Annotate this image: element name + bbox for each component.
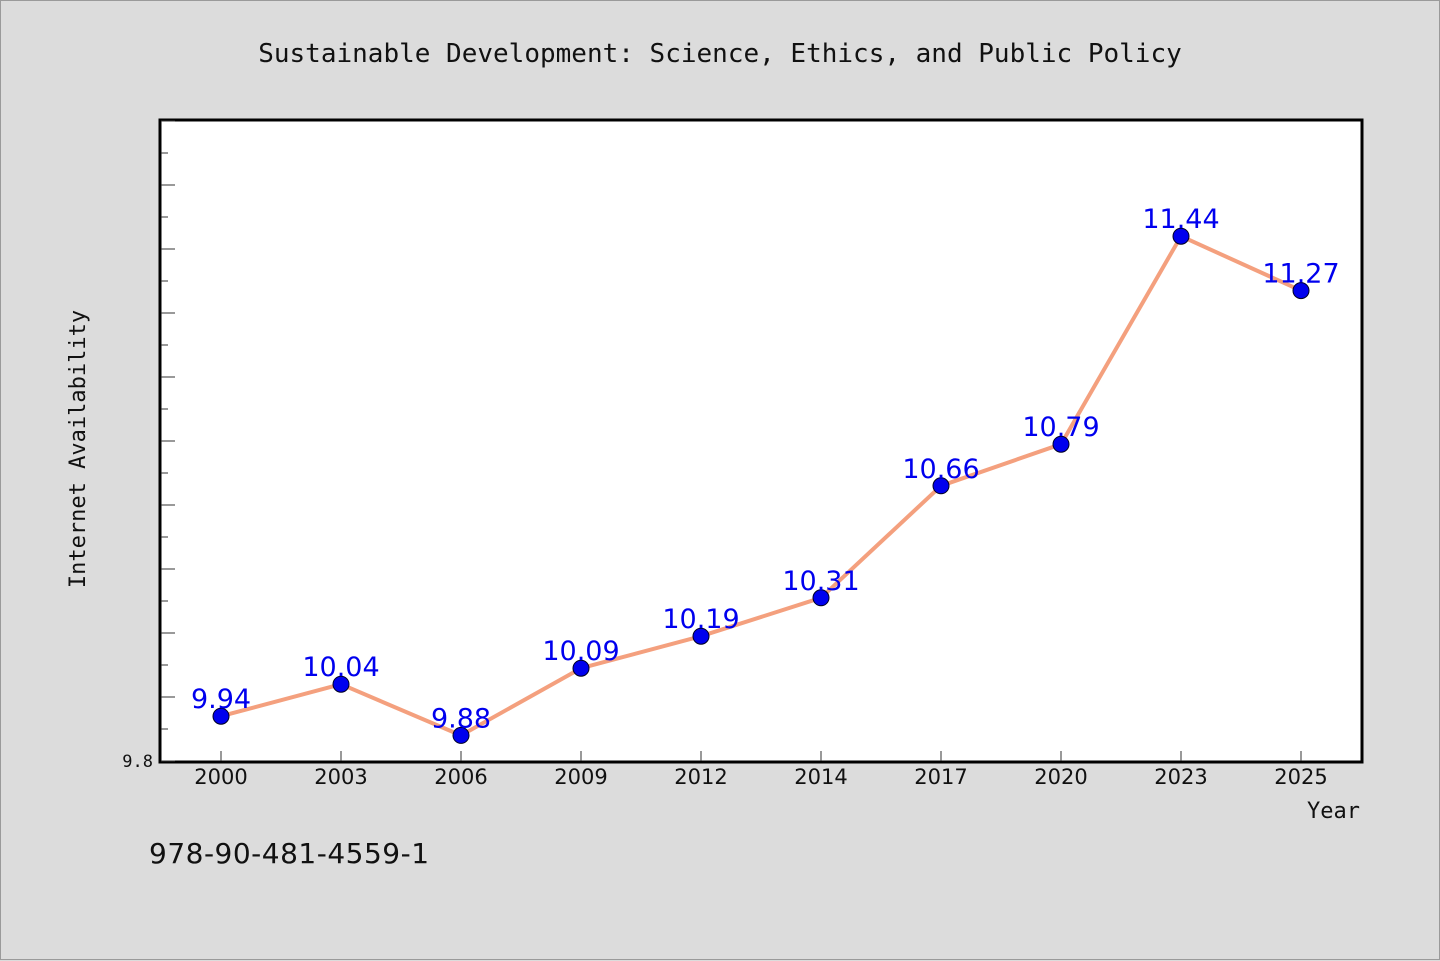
- data-label: 10.09: [542, 636, 619, 667]
- data-label: 11.27: [1262, 259, 1339, 290]
- data-label: 10.31: [782, 566, 859, 597]
- data-label: 11.44: [1142, 204, 1219, 235]
- series-layer: [212, 227, 1310, 744]
- x-tick-label: 2014: [794, 765, 847, 789]
- chart-title: Sustainable Development: Science, Ethics…: [258, 39, 1182, 69]
- x-tick-label: 2017: [914, 765, 967, 789]
- data-label-layer: 9.94 10.04 9.88 10.09 10.19 10.31 10.66 10.79 11…: [191, 204, 1340, 734]
- y-axis-label: Internet Availability: [66, 310, 91, 588]
- data-label: 9.94: [191, 684, 251, 715]
- x-tick-label: 2023: [1154, 765, 1207, 789]
- data-point: [212, 707, 230, 725]
- data-point: [1292, 282, 1310, 300]
- x-tick-label: 2012: [674, 765, 727, 789]
- data-label: 10.79: [1022, 412, 1099, 443]
- x-tick-label: 2006: [434, 765, 487, 789]
- x-tick-label: 2025: [1274, 765, 1327, 789]
- x-tick-label: 2009: [554, 765, 607, 789]
- data-point: [812, 589, 830, 607]
- data-point: [572, 659, 590, 677]
- data-point: [1052, 435, 1070, 453]
- x-tick-label: 2020: [1034, 765, 1087, 789]
- data-label: 10.66: [902, 454, 979, 485]
- x-axis-ticks: 2000 2003 2006 2009 2012 2014 2017 2020 2023 2025: [194, 751, 1328, 789]
- data-label: 10.04: [302, 652, 379, 683]
- plot-area: [158, 118, 1364, 764]
- data-point: [692, 627, 710, 645]
- data-point: [1172, 227, 1190, 245]
- data-label: 10.19: [662, 604, 739, 635]
- y-tick-label: 9.8: [122, 752, 153, 772]
- x-tick-label: 2000: [194, 765, 247, 789]
- data-point: [452, 726, 470, 744]
- x-tick-label: 2003: [314, 765, 367, 789]
- isbn-text: 978-90-481-4559-1: [149, 837, 430, 870]
- data-point: [932, 477, 950, 495]
- x-axis-label: Year: [1307, 799, 1360, 824]
- data-point: [332, 675, 350, 693]
- series-line: [220, 234, 1302, 738]
- data-label: 9.88: [431, 703, 491, 734]
- y-axis-ticks: 9.8: [122, 120, 175, 772]
